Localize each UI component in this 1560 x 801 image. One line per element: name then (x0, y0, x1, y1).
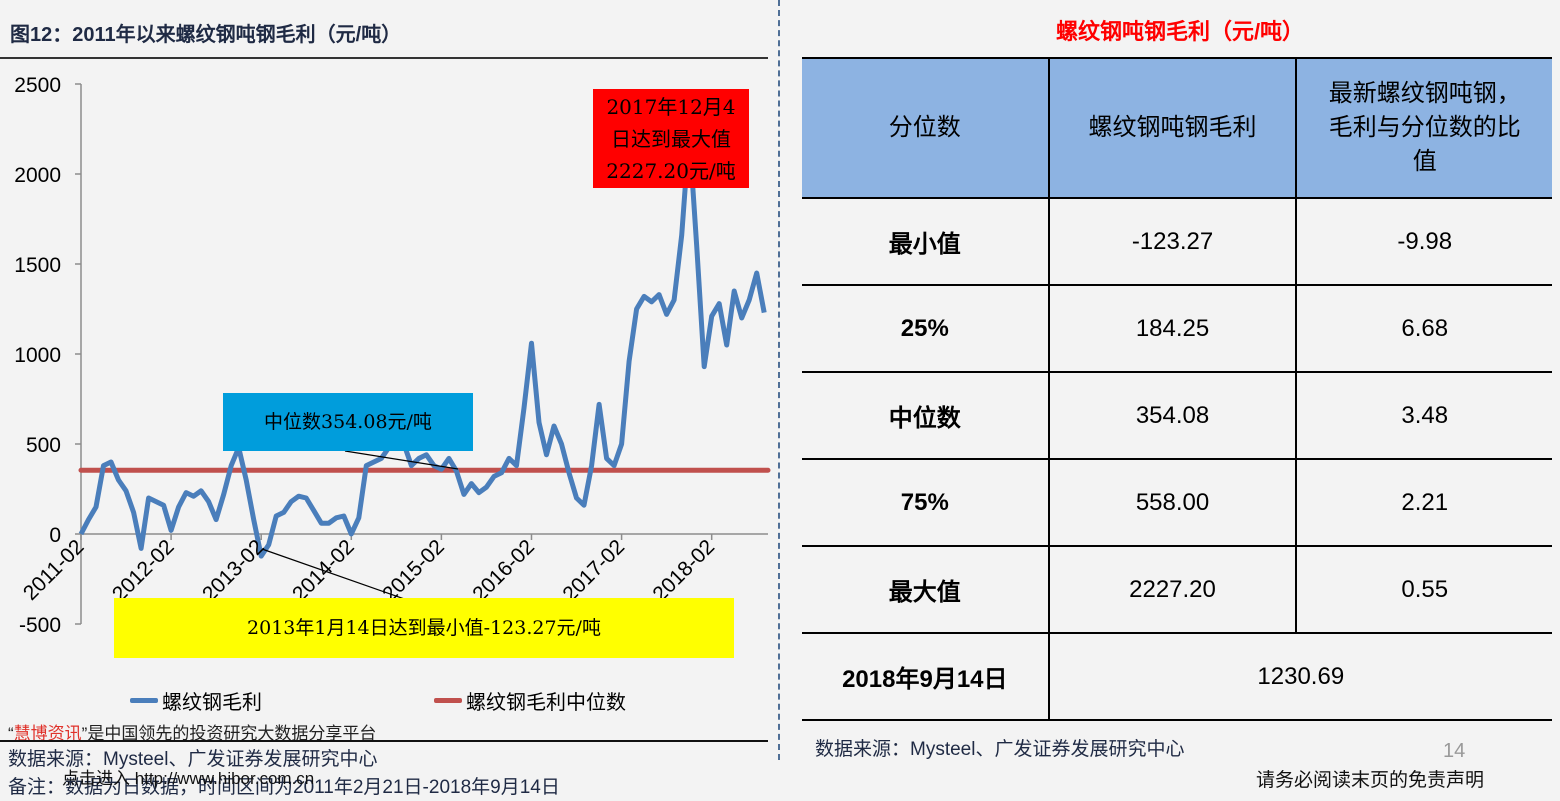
max-callout-line-1: 2017年12月4 (606, 95, 736, 119)
footer-rule (0, 740, 768, 742)
header-quantile: 分位数 (802, 57, 1050, 199)
row-ratio: -9.98 (1295, 197, 1552, 286)
quantile-table: 分位数 螺纹钢吨钢毛利 最新螺纹钢吨钢， 毛利与分位数的比 值 最小值 -123… (802, 57, 1552, 721)
watermark-link[interactable]: “慧博资讯”是中国领先的投资研究大数据分享平台 (8, 719, 376, 744)
figure-title: 图12：2011年以来螺纹钢吨钢毛利（元/吨） (10, 24, 402, 46)
left-panel: 图12：2011年以来螺纹钢吨钢毛利（元/吨） -500 0 500 1000 1500… (0, 24, 771, 798)
watermark-brand: 慧博资讯 (13, 724, 82, 743)
title-rule (0, 57, 768, 59)
row-ratio: 6.68 (1295, 284, 1552, 373)
x-axis (80, 533, 768, 540)
x-tick-label: 2015-02 (378, 535, 449, 606)
legend-item-median: 螺纹钢毛利中位数 (434, 686, 626, 715)
hibor-link[interactable]: 点击进入 http://www.hibor.com.cn (62, 769, 315, 788)
y-tick-label: -500 (19, 614, 61, 637)
data-source-left: 数据来源：Mysteel、广发证券发展研究中心 (8, 749, 378, 770)
row-label: 75% (802, 458, 1050, 547)
max-callout-line-2: 日达到最大值 (611, 127, 731, 151)
row-ratio: 2.21 (1295, 458, 1552, 547)
row-label: 中位数 (802, 371, 1050, 460)
legend-label: 螺纹钢毛利 (162, 690, 262, 714)
median-callout-leader (344, 450, 459, 470)
panel-divider (778, 0, 780, 760)
row-value: 184.25 (1047, 284, 1298, 373)
x-tick-label: 2018-02 (648, 535, 719, 606)
x-tick-label: 2013-02 (198, 535, 269, 606)
y-tick-label: 1000 (14, 344, 61, 367)
table-row: 最小值 -123.27 -9.98 (802, 197, 1552, 286)
table-row: 75% 558.00 2.21 (802, 458, 1552, 547)
row-label: 最大值 (802, 545, 1050, 634)
table-row-latest: 2018年9月14日 1230.69 (802, 632, 1552, 721)
latest-date: 2018年9月14日 (802, 632, 1050, 721)
x-tick-label: 2014-02 (288, 535, 359, 606)
y-tick-label: 1500 (14, 254, 61, 277)
gross-profit-line (78, 130, 767, 559)
row-label: 25% (802, 284, 1050, 373)
table-header-row: 分位数 螺纹钢吨钢毛利 最新螺纹钢吨钢， 毛利与分位数的比 值 (802, 57, 1552, 199)
table-title: 螺纹钢吨钢毛利（元/吨） (1055, 19, 1305, 44)
header-ratio-line-3: 值 (1412, 148, 1437, 175)
legend-item-gross-profit: 螺纹钢毛利 (130, 686, 262, 715)
row-value: -123.27 (1047, 197, 1298, 286)
header-gross-profit: 螺纹钢吨钢毛利 (1047, 57, 1298, 199)
y-tick-label: 2500 (14, 74, 61, 97)
max-callout: 2017年12月4 日达到最大值 2227.20元/吨 (593, 89, 749, 188)
x-tick-label: 2016-02 (468, 535, 539, 606)
median-callout: 中位数354.08元/吨 (223, 393, 473, 451)
y-tick-label: 2000 (14, 164, 61, 187)
table-row: 25% 184.25 6.68 (802, 284, 1552, 373)
y-tick-label: 500 (26, 434, 61, 457)
row-ratio: 3.48 (1295, 371, 1552, 460)
disclaimer: 请务必阅读末页的免责声明 (1256, 769, 1485, 791)
x-tick-label: 2017-02 (558, 535, 629, 606)
y-tick-label: 0 (49, 524, 61, 547)
row-ratio: 0.55 (1295, 545, 1552, 634)
header-ratio: 最新螺纹钢吨钢， 毛利与分位数的比 值 (1295, 57, 1552, 199)
row-value: 2227.20 (1047, 545, 1298, 634)
header-ratio-line-1: 最新螺纹钢吨钢， (1328, 80, 1521, 107)
max-callout-line-3: 2227.20元/吨 (606, 159, 736, 183)
row-label: 最小值 (802, 197, 1050, 286)
table-row: 中位数 354.08 3.48 (802, 371, 1552, 460)
latest-value: 1230.69 (1047, 632, 1552, 721)
table-row: 最大值 2227.20 0.55 (802, 545, 1552, 634)
row-value: 558.00 (1047, 458, 1298, 547)
legend-swatch-blue (130, 698, 158, 703)
watermark-quote: “ (8, 724, 14, 743)
legend-swatch-red (434, 698, 462, 703)
y-axis: -500 0 500 1000 1500 2000 2500 (14, 74, 82, 637)
header-ratio-line-2: 毛利与分位数的比 (1328, 114, 1521, 141)
watermark-text: ”是中国领先的投资研究大数据分享平台 (81, 724, 377, 743)
row-value: 354.08 (1047, 371, 1298, 460)
data-source-right: 数据来源：Mysteel、广发证券发展研究中心 (815, 739, 1185, 760)
page-number: 14 (1443, 740, 1466, 762)
data-note: 备注：数据为日数据，时间区间为2011年2月21日-2018年9月14日 (8, 777, 560, 798)
legend-label: 螺纹钢毛利中位数 (466, 690, 626, 714)
min-callout: 2013年1月14日达到最小值-123.27元/吨 (114, 598, 734, 658)
x-tick-labels: 2011-02 2012-02 2013-02 2014-02 2015-02 2016-… (19, 535, 719, 606)
